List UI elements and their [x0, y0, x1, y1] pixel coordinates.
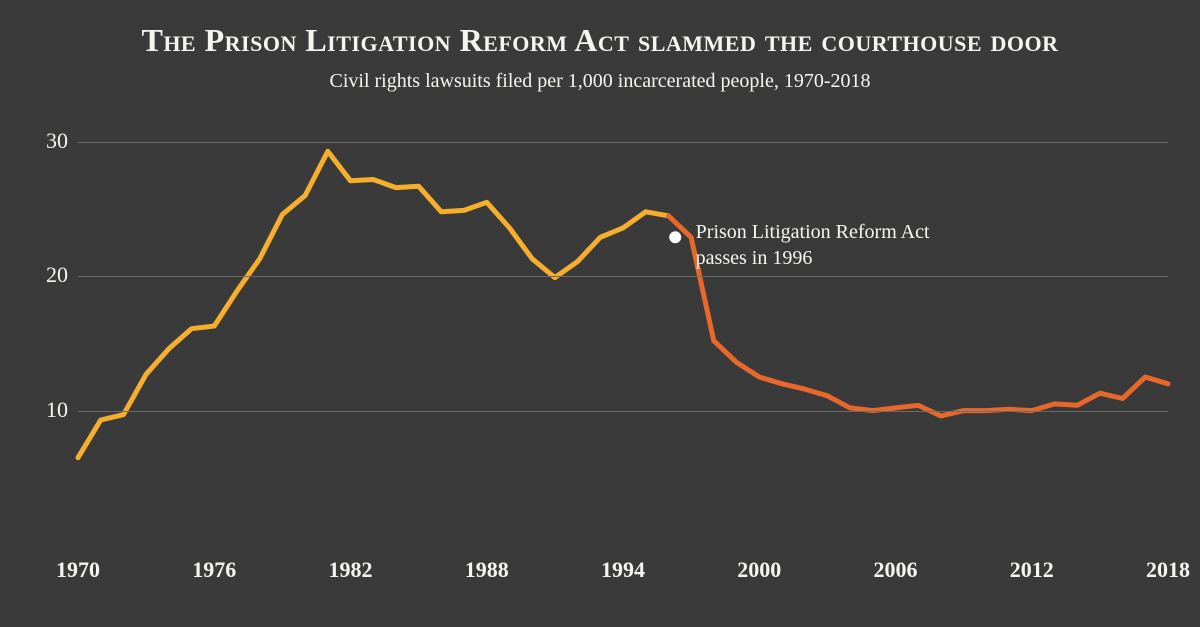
- gridline: [78, 276, 1168, 277]
- annotation-line2: passes in 1996: [696, 247, 813, 269]
- y-tick-label: 30: [18, 128, 68, 154]
- y-tick-label: 20: [18, 262, 68, 288]
- x-tick-label: 1982: [329, 557, 373, 583]
- chart-title: The Prison Litigation Reform Act slammed…: [0, 22, 1200, 59]
- gridline: [78, 142, 1168, 143]
- x-tick-label: 2018: [1146, 557, 1190, 583]
- x-tick-label: 1988: [465, 557, 509, 583]
- gridline: [78, 411, 1168, 412]
- x-tick-label: 2000: [737, 557, 781, 583]
- marker-dot: [669, 231, 681, 243]
- series-line-pre-PLRA: [78, 151, 668, 457]
- line-svg: [78, 115, 1168, 545]
- x-tick-label: 2006: [874, 557, 918, 583]
- y-tick-label: 10: [18, 397, 68, 423]
- x-tick-label: 2012: [1010, 557, 1054, 583]
- annotation-label: Prison Litigation Reform Act passes in 19…: [696, 219, 996, 271]
- x-tick-label: 1976: [192, 557, 236, 583]
- annotation-line1: Prison Litigation Reform Act: [696, 221, 930, 243]
- chart-subtitle: Civil rights lawsuits filed per 1,000 in…: [0, 70, 1200, 93]
- chart-container: The Prison Litigation Reform Act slammed…: [0, 0, 1200, 627]
- plot-area: [78, 115, 1168, 545]
- x-tick-label: 1970: [56, 557, 100, 583]
- x-tick-label: 1994: [601, 557, 645, 583]
